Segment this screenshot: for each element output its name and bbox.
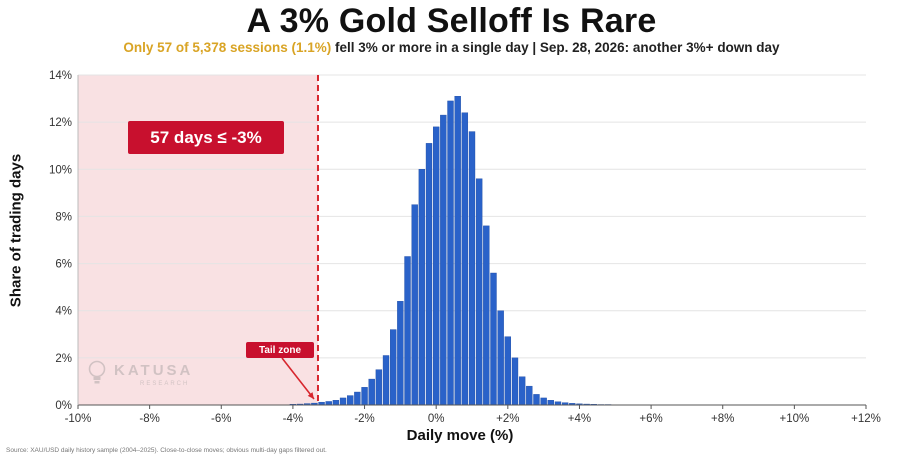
histogram-bar xyxy=(490,272,497,406)
subtitle-rest: fell 3% or more in a single day | Sep. 2… xyxy=(331,40,780,55)
x-tick-label: +6% xyxy=(639,413,662,425)
histogram-bar xyxy=(533,394,540,406)
katusa-watermark: KATUSA RESEARCH xyxy=(84,358,224,398)
histogram-bar xyxy=(461,112,469,406)
x-tick-label: +12% xyxy=(851,413,881,425)
histogram-bar xyxy=(375,369,383,406)
tail-zone-arrow xyxy=(281,357,315,400)
x-tick-label: -8% xyxy=(139,413,159,425)
histogram-bar xyxy=(447,100,454,406)
x-tick-label: -2% xyxy=(354,413,374,425)
histogram-bar xyxy=(440,114,447,406)
tail-zone-tag: Tail zone xyxy=(246,342,314,358)
histogram-bar xyxy=(511,357,519,406)
histogram-bar xyxy=(483,225,490,406)
watermark-subtitle: RESEARCH xyxy=(140,381,190,387)
histogram-bar xyxy=(475,178,483,406)
histogram-bar xyxy=(526,385,533,406)
y-tick-label: 6% xyxy=(55,259,72,271)
y-tick-label: 8% xyxy=(55,211,72,223)
histogram-bar xyxy=(540,397,547,406)
lightbulb-icon xyxy=(88,360,106,384)
histogram-bar xyxy=(325,401,332,406)
histogram-bar xyxy=(425,143,433,406)
subtitle-highlight: Only 57 of 5,378 sessions (1.1%) xyxy=(123,40,332,55)
tail-count-callout: 57 days ≤ -3% xyxy=(128,121,284,154)
y-tick-label: 4% xyxy=(55,306,72,318)
histogram-bar xyxy=(347,395,354,406)
histogram-bar xyxy=(332,400,340,406)
histogram-bar xyxy=(390,329,397,406)
histogram-bar xyxy=(504,336,512,406)
histogram-bar xyxy=(468,131,476,406)
histogram-bar xyxy=(339,397,347,406)
histogram-bar xyxy=(454,96,461,406)
histogram-bar xyxy=(547,400,554,406)
chart-subtitle: Only 57 of 5,378 sessions (1.1%) fell 3%… xyxy=(0,40,903,55)
chart-title: A 3% Gold Selloff Is Rare xyxy=(246,2,657,40)
x-tick-label: +4% xyxy=(568,413,591,425)
y-tick-label: 14% xyxy=(49,70,72,82)
histogram-bar xyxy=(404,256,411,406)
histogram-bar xyxy=(433,126,440,406)
histogram-bar xyxy=(418,169,426,406)
x-tick-label: +8% xyxy=(711,413,734,425)
x-tick-label: -4% xyxy=(283,413,303,425)
watermark-name: KATUSA xyxy=(114,362,194,379)
histogram-bar xyxy=(361,387,368,406)
y-tick-label: 2% xyxy=(55,353,72,365)
x-tick-label: +2% xyxy=(496,413,519,425)
histogram-bar xyxy=(397,301,404,406)
histogram-bar xyxy=(497,310,504,406)
y-tick-label: 12% xyxy=(49,117,72,129)
x-axis-label: Daily move (%) xyxy=(406,427,514,444)
y-tick-label: 0% xyxy=(55,400,72,412)
histogram-bar xyxy=(411,204,418,406)
y-tick-label: 10% xyxy=(49,164,72,176)
histogram-bar xyxy=(368,378,375,406)
histogram-bar xyxy=(518,376,526,406)
tail-zone-arrowhead xyxy=(307,392,314,399)
x-tick-label: 0% xyxy=(428,413,445,425)
histogram-bar xyxy=(382,355,390,406)
histogram-bar xyxy=(354,391,361,406)
y-axis-label: Share of trading days xyxy=(7,153,25,308)
source-note: Source: XAU/USD daily history sample (20… xyxy=(6,447,327,454)
x-tick-label: +10% xyxy=(779,413,809,425)
x-tick-label: -10% xyxy=(65,413,92,425)
x-tick-label: -6% xyxy=(211,413,231,425)
